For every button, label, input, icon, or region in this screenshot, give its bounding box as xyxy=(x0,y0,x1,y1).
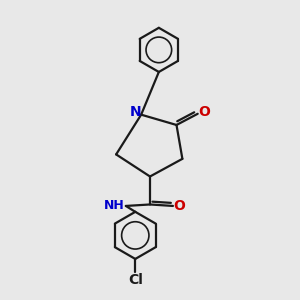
Text: N: N xyxy=(130,105,142,119)
Text: Cl: Cl xyxy=(128,273,143,287)
Text: O: O xyxy=(173,199,185,213)
Text: O: O xyxy=(198,105,210,119)
Text: NH: NH xyxy=(104,199,125,212)
